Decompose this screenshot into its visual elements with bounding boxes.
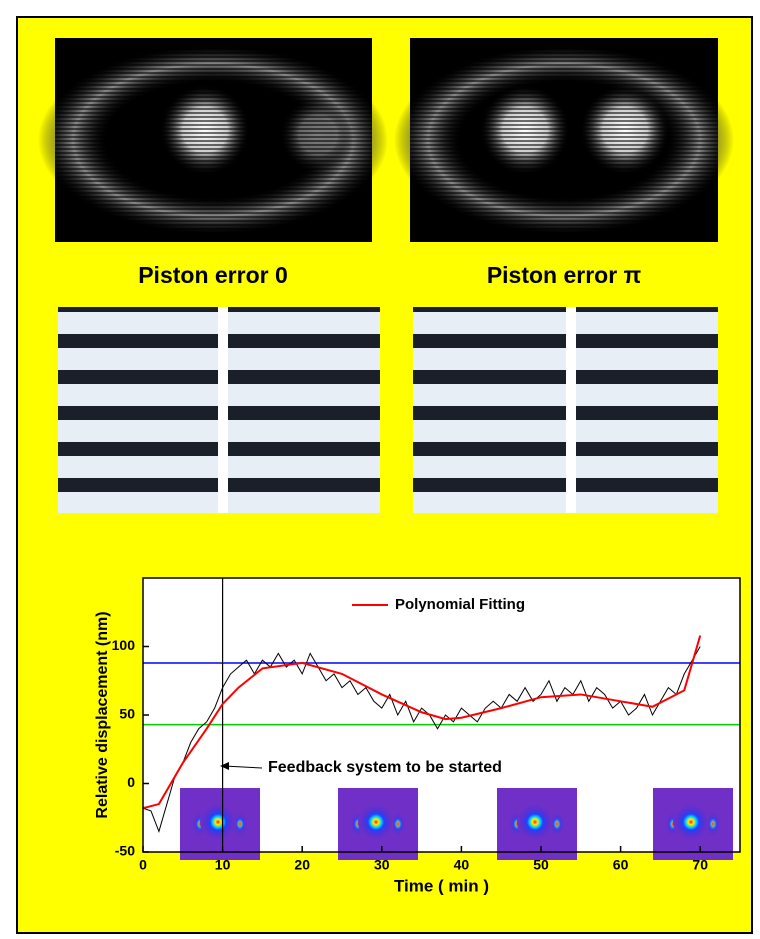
y-tick-label: 50 xyxy=(119,706,135,722)
y-tick-label: 0 xyxy=(127,774,135,790)
beam-image xyxy=(673,804,709,840)
legend-label: Polynomial Fitting xyxy=(395,596,525,613)
x-tick-label: 70 xyxy=(692,857,708,873)
y-tick-label: 100 xyxy=(112,637,136,653)
x-tick-label: 10 xyxy=(215,857,231,873)
annotation: Feedback system to be started xyxy=(268,759,502,776)
image-label: Piston error 0 xyxy=(138,262,288,288)
x-tick-label: 30 xyxy=(374,857,390,873)
x-tick-label: 0 xyxy=(139,857,147,873)
beam-image xyxy=(200,804,236,840)
x-tick-label: 50 xyxy=(533,857,549,873)
x-tick-label: 60 xyxy=(613,857,629,873)
y-tick-label: -50 xyxy=(115,843,135,859)
x-tick-label: 20 xyxy=(294,857,310,873)
beam-image xyxy=(517,804,553,840)
x-tick-label: 40 xyxy=(454,857,470,873)
y-axis-label: Relative displacement (nm) xyxy=(94,611,111,818)
image-piston-pi xyxy=(394,38,734,242)
x-axis-label: Time ( min ) xyxy=(394,876,489,895)
fringe-image-right xyxy=(413,307,718,513)
figure: Piston error 0 Piston error π 0 10 20 30 40 5… xyxy=(0,0,760,939)
image-label: Piston error π xyxy=(487,262,641,288)
page: {"labels": ["Piston error 0", "Piston er… xyxy=(0,0,760,939)
image-piston-0 xyxy=(38,38,388,242)
fringe-image-left xyxy=(58,307,380,513)
beam-image xyxy=(358,804,394,840)
